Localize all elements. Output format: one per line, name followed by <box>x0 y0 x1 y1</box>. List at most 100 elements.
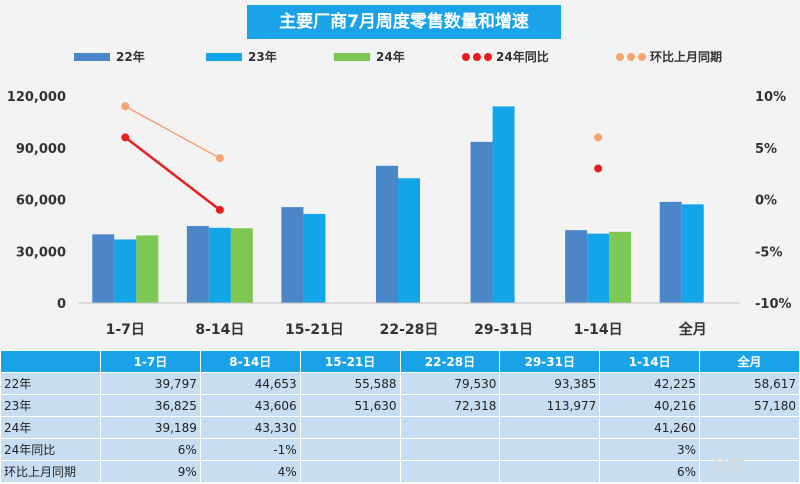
bar-24年-1-7日 <box>136 235 159 303</box>
legend-item-yoy: 24年同比 <box>462 48 549 65</box>
legend-item-23: 23年 <box>206 48 277 65</box>
bar-22年-15-21日 <box>281 207 304 303</box>
bar-24年-8-14日 <box>230 228 253 303</box>
point-环比上月同期-1-14日 <box>594 133 603 142</box>
table-cell: 39,797 <box>100 372 201 395</box>
bar-23年-1-7日 <box>114 239 137 303</box>
bar-22年-1-7日 <box>92 234 115 303</box>
table-cell <box>699 460 800 483</box>
legend-label-mom: 环比上月同期 <box>650 50 723 64</box>
legend-label-yoy: 24年同比 <box>496 50 549 64</box>
legend-swatch-24 <box>334 52 370 61</box>
table-row-label: 24年同比 <box>0 438 101 461</box>
bar-23年-15-21日 <box>303 213 326 303</box>
table-cell: 6% <box>100 438 201 461</box>
chart-title: 主要厂商7月周度零售数量和增速 <box>247 5 561 39</box>
table-cell <box>499 438 601 461</box>
legend-marker-mom <box>616 52 646 61</box>
table-header-cell: 15-21日 <box>299 350 401 373</box>
legend-swatch-23 <box>206 52 242 61</box>
legend-label-22: 22年 <box>116 50 145 64</box>
table-cell: 44,653 <box>199 372 301 395</box>
table-cell <box>299 416 401 439</box>
bar-23年-29-31日 <box>492 106 515 303</box>
table-cell: 39,189 <box>100 416 201 439</box>
table-cell: 36,825 <box>100 394 201 417</box>
table-cell: 4% <box>199 460 301 483</box>
table-row: 23年 36,825 43,606 51,630 72,318 113,977 40,216… <box>0 394 800 417</box>
point-24年同比-1-14日 <box>594 164 603 173</box>
table-row: 22年 39,797 44,653 55,588 79,530 93,385 42,225 5… <box>0 372 800 395</box>
table-cell <box>399 416 501 439</box>
legend-item-22: 22年 <box>74 48 145 65</box>
x-tick-label: 1-7日 <box>106 322 145 338</box>
table-cell: 55,588 <box>299 372 401 395</box>
x-tick-label: 29-31日 <box>474 322 533 338</box>
table-row: 24年 39,189 43,330 41,260 <box>0 416 800 439</box>
bar-23年-1-14日 <box>587 233 610 303</box>
table-cell: 79,530 <box>399 372 501 395</box>
table-header-cell: 8-14日 <box>199 350 301 373</box>
x-tick-label: 全月 <box>678 321 707 338</box>
table-row-label: 22年 <box>0 372 101 395</box>
y-tick-label: 120,000 <box>7 90 66 105</box>
y-tick-label: 90,000 <box>16 142 66 157</box>
legend-label-24: 24年 <box>376 50 405 64</box>
table-row: 环比上月同期 9% 4% 6% <box>0 460 800 483</box>
table-cell <box>299 438 401 461</box>
table-cell: 51,630 <box>299 394 401 417</box>
y-tick-label: 0 <box>57 297 66 312</box>
table-header-cell: 全月 <box>699 350 800 373</box>
legend-marker-yoy <box>462 52 492 61</box>
bar-22年-29-31日 <box>470 141 493 303</box>
table-cell <box>699 416 800 439</box>
table-header-cell: 29-31日 <box>499 350 601 373</box>
legend-item-24: 24年 <box>334 48 405 65</box>
table-cell <box>399 438 501 461</box>
bar-22年-1-14日 <box>565 230 588 303</box>
y2-tick-label: -5% <box>755 245 782 260</box>
table-cell <box>299 460 401 483</box>
x-tick-label: 1-14日 <box>574 322 623 338</box>
table-cell: -1% <box>199 438 301 461</box>
x-tick-label: 15-21日 <box>285 322 344 338</box>
table-cell: 57,180 <box>699 394 800 417</box>
table-cell: 41,260 <box>599 416 701 439</box>
bar-24年-1-14日 <box>609 231 632 303</box>
bar-23年-8-14日 <box>208 227 231 303</box>
y2-tick-label: 10% <box>755 90 786 105</box>
table-cell: 58,617 <box>699 372 800 395</box>
legend-swatch-22 <box>74 52 110 61</box>
y2-tick-label: -10% <box>755 297 792 312</box>
table-cell: 6% <box>599 460 701 483</box>
point-环比上月同期-1-7日 <box>121 102 130 111</box>
table-cell: 43,330 <box>199 416 301 439</box>
table-header-row: 1-7日 8-14日 15-21日 22-28日 29-31日 1-14日 全月 <box>0 350 800 373</box>
table-cell: 42,225 <box>599 372 701 395</box>
point-24年同比-8-14日 <box>215 205 224 214</box>
table-row-label: 环比上月同期 <box>0 460 101 483</box>
table-cell <box>699 438 800 461</box>
table-cell: 93,385 <box>499 372 601 395</box>
point-环比上月同期-8-14日 <box>215 154 224 163</box>
table-row-label: 23年 <box>0 394 101 417</box>
point-24年同比-1-7日 <box>121 133 130 142</box>
table-cell: 113,977 <box>499 394 601 417</box>
bar-22年-22-28日 <box>376 165 398 303</box>
data-table: 1-7日 8-14日 15-21日 22-28日 29-31日 1-14日 全月 22年 39… <box>0 350 800 483</box>
table-cell <box>499 416 601 439</box>
bar-23年-22-28日 <box>398 178 420 303</box>
y-tick-label: 60,000 <box>16 194 66 209</box>
table-row: 24年同比 6% -1% 3% <box>0 438 800 461</box>
legend-item-mom: 环比上月同期 <box>616 48 722 65</box>
table-row-label: 24年 <box>0 416 101 439</box>
table-corner <box>0 350 101 373</box>
bar-22年-8-14日 <box>186 225 209 303</box>
y2-tick-label: 5% <box>755 142 777 157</box>
line-segment-环比上月同期 <box>124 105 221 159</box>
table-cell: 40,216 <box>599 394 701 417</box>
line-segment-24年同比 <box>124 136 221 211</box>
chart-plot: 0 30,000 60,000 90,000 120,000 -10% -5% 0% 5% 10%… <box>7 90 792 338</box>
table-header-cell: 1-7日 <box>100 350 201 373</box>
bar-22年-全月 <box>659 201 682 303</box>
